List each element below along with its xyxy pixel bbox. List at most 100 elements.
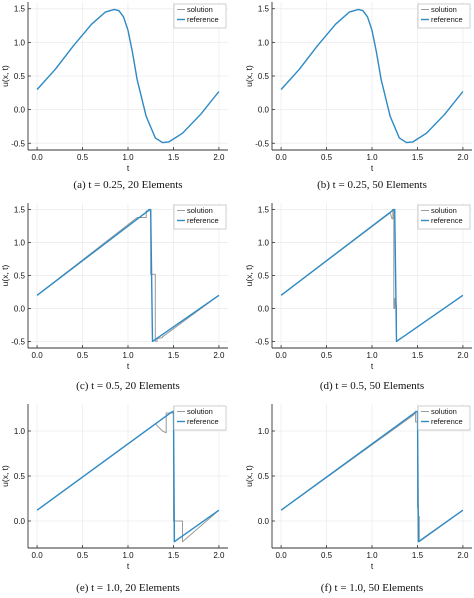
y-tick-label: 0.5	[14, 272, 26, 281]
y-tick-label: 1.0	[258, 427, 270, 436]
chart-panel-5: 0.0 0.5 1.0 1.5 2.00.00.51.0tu(x, t)solution…	[0, 404, 228, 594]
y-axis-label: u(x, t)	[0, 264, 10, 286]
x-tick-label: 1.0	[366, 551, 378, 560]
y-tick-label: 0.5	[14, 472, 26, 481]
x-tick-label: 1.0	[122, 551, 134, 560]
y-tick-label: 1.5	[258, 5, 270, 14]
x-axis-label: t	[371, 561, 374, 571]
x-tick-label: 2.0	[457, 153, 469, 162]
x-tick-label: 1.0	[122, 351, 134, 360]
x-tick-label: 1.5	[168, 551, 180, 560]
x-tick-label: 0.5	[77, 351, 89, 360]
x-tick-label: 1.5	[412, 551, 424, 560]
y-tick-label: 1.0	[258, 239, 270, 248]
y-tick-label: 1.5	[14, 5, 26, 14]
y-tick-label: 0.0	[258, 106, 270, 115]
chart-panel-1: 0.0 0.5 1.0 1.5 2.0 -0.5 0.0 0.5 1.0 1.5 t u(x, t) s…	[0, 2, 228, 191]
chart-panel-2: 0.0 0.5 1.0 1.5 2.0 -0.5 0.0 0.5 1.0 1.5 t u(x, t) s…	[244, 2, 472, 191]
x-tick-label: 1.0	[366, 153, 378, 162]
x-tick-label: 2.0	[213, 551, 225, 560]
series-line-reference	[280, 410, 464, 543]
y-tick-label: 1.5	[258, 206, 270, 215]
chart-panel-6: 0.0 0.5 1.0 1.5 2.00.00.51.0tu(x, t)solution…	[244, 404, 472, 594]
y-tick-label: 0.0	[14, 517, 26, 526]
y-tick-label: 0.5	[258, 72, 270, 81]
x-tick-label: 0.0	[276, 351, 288, 360]
y-tick-label: 0.0	[14, 304, 26, 313]
y-tick-label: 0.5	[258, 472, 270, 481]
x-tick-label: 2.0	[213, 153, 225, 162]
x-tick-label: 0.0	[32, 153, 44, 162]
x-axis-label: t	[127, 561, 130, 571]
y-axis-label: u(x, t)	[244, 465, 254, 487]
x-axis-label: t	[371, 163, 374, 173]
y-axis-label: u(x, t)	[244, 264, 254, 286]
y-tick-label: -0.5	[11, 337, 25, 346]
y-tick-label: 0.0	[14, 106, 26, 115]
series-line-reference	[280, 8, 464, 144]
y-axis-label: u(x, t)	[0, 65, 10, 87]
x-tick-label: 0.5	[77, 153, 89, 162]
legend-box	[417, 3, 471, 29]
legend-label-reference: reference	[187, 15, 219, 24]
x-tick-label: 1.5	[412, 351, 424, 360]
x-axis-label: t	[127, 361, 130, 371]
x-tick-label: 1.0	[122, 153, 134, 162]
legend-label-reference: reference	[187, 417, 219, 426]
legend-label-solution: solution	[187, 407, 213, 416]
chart-panel-3: 0.0 0.5 1.0 1.5 2.0 -0.5 0.0 0.5 1.0 1.5 t u(x, t) s…	[0, 203, 228, 392]
x-tick-label: 0.5	[321, 551, 333, 560]
panel-caption: (c) t = 0.5, 20 Elements	[76, 380, 180, 392]
chart-panel-4: 0.0 0.5 1.0 1.5 2.0 -0.5 0.0 0.5 1.0 1.5 t u(x, t) s…	[244, 203, 472, 392]
x-tick-label: 2.0	[213, 351, 225, 360]
x-tick-label: 2.0	[457, 551, 469, 560]
y-tick-label: -0.5	[255, 337, 269, 346]
panel-caption: (f) t = 1.0, 50 Elements	[321, 582, 423, 594]
x-tick-label: 0.0	[276, 551, 288, 560]
legend-box	[173, 405, 227, 431]
legend-label-solution: solution	[431, 5, 457, 14]
x-tick-label: 2.0	[457, 351, 469, 360]
legend-box	[417, 405, 471, 431]
y-tick-label: 1.0	[258, 38, 270, 47]
x-tick-label: 1.5	[168, 153, 180, 162]
y-tick-label: 1.0	[14, 239, 26, 248]
series-line-reference	[36, 8, 220, 144]
x-tick-label: 0.0	[276, 153, 288, 162]
series-line-reference	[280, 208, 464, 343]
legend-label-reference: reference	[187, 216, 219, 225]
series-line-solution	[36, 210, 220, 342]
y-tick-label: 1.0	[14, 427, 26, 436]
x-tick-label: 0.5	[321, 351, 333, 360]
x-axis-label: t	[127, 163, 130, 173]
y-axis-label: u(x, t)	[244, 65, 254, 87]
x-tick-label: 0.0	[32, 551, 44, 560]
x-axis-label: t	[371, 361, 374, 371]
x-tick-label: 0.5	[77, 551, 89, 560]
series-line-reference	[36, 208, 220, 343]
legend-label-solution: solution	[431, 407, 457, 416]
x-tick-label: 1.5	[412, 153, 424, 162]
y-tick-label: 0.0	[258, 517, 270, 526]
y-tick-label: 0.5	[14, 72, 26, 81]
x-tick-label: 0.5	[321, 153, 333, 162]
legend-box	[417, 204, 471, 230]
legend-box	[173, 204, 227, 230]
y-tick-label: 0.5	[258, 272, 270, 281]
legend-box	[173, 3, 227, 29]
legend-label-reference: reference	[431, 216, 463, 225]
y-axis-label: u(x, t)	[0, 465, 10, 487]
y-tick-label: -0.5	[255, 139, 269, 148]
legend-label-solution: solution	[187, 206, 213, 215]
y-tick-label: 1.5	[14, 206, 26, 215]
panel-caption: (e) t = 1.0, 20 Elements	[76, 582, 180, 594]
x-tick-label: 1.0	[366, 351, 378, 360]
panel-caption: (a) t = 0.25, 20 Elements	[73, 179, 182, 191]
x-tick-label: 1.5	[168, 351, 180, 360]
